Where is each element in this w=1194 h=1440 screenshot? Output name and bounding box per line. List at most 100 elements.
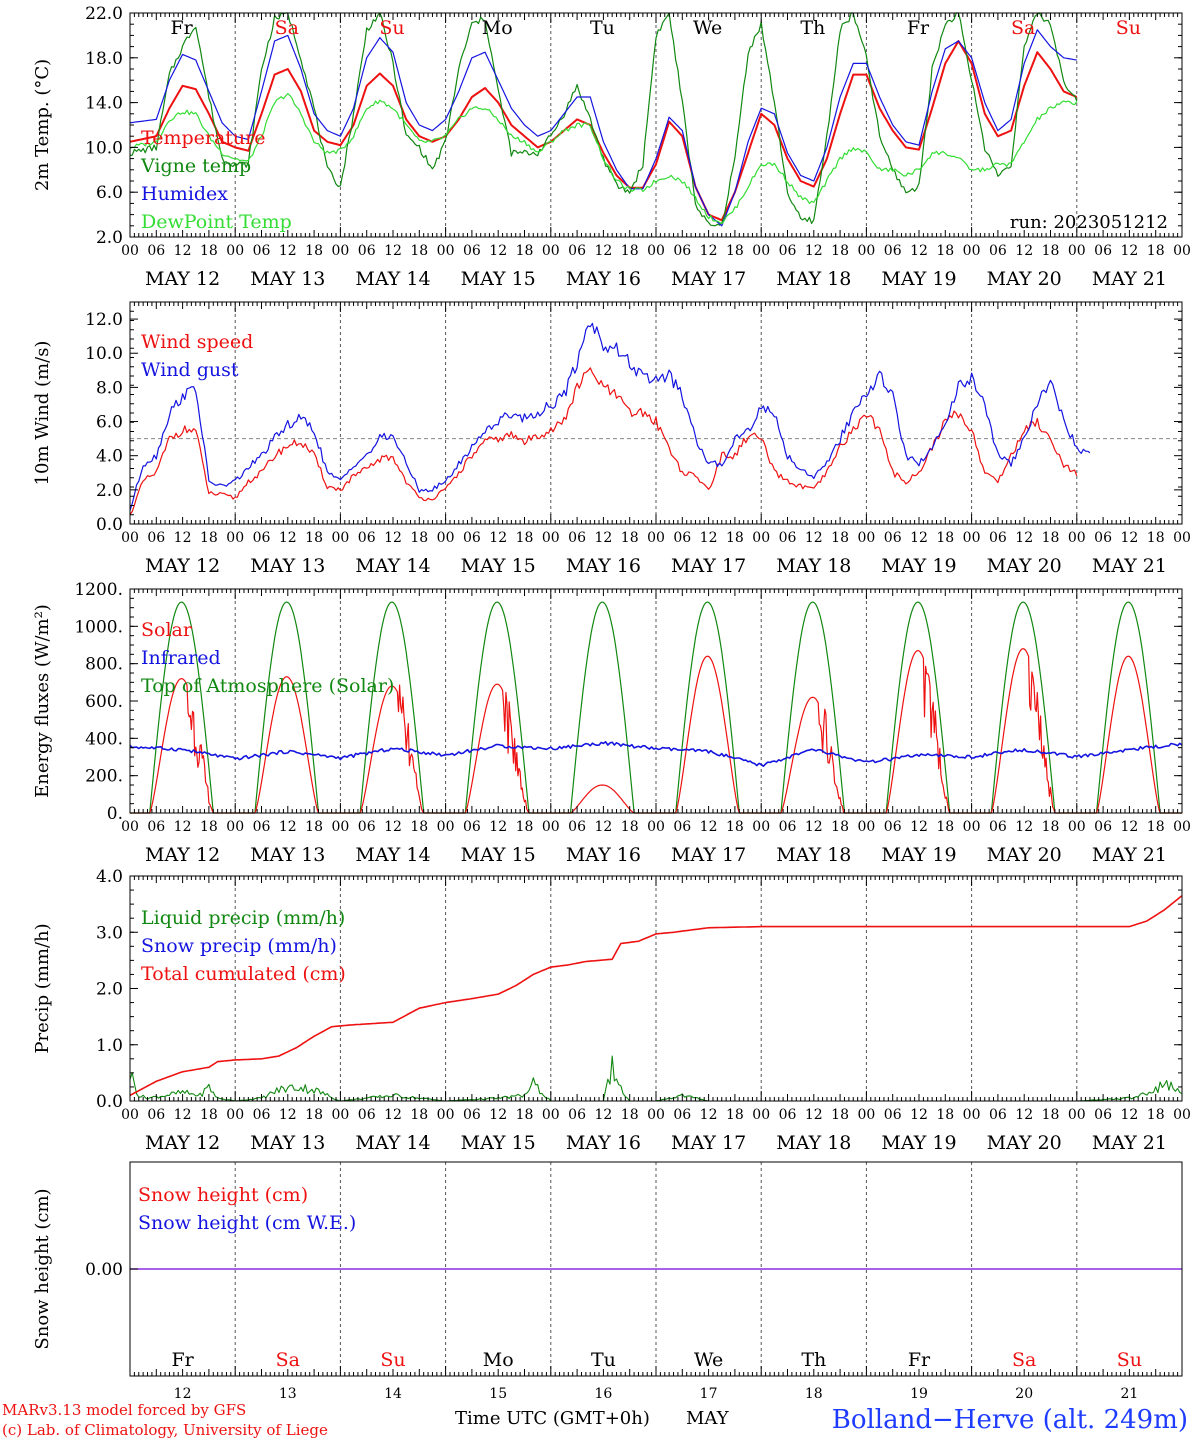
hour-tick-label: 18 (726, 1107, 744, 1123)
y-tick-label: 6.0 (96, 413, 123, 433)
hour-tick-label: 12 (489, 819, 507, 835)
date-label: MAY 21 (1092, 555, 1167, 577)
hour-tick-label: 18 (410, 243, 428, 259)
hour-tick-label: 12 (279, 1107, 297, 1123)
legend-entry: Solar (141, 619, 193, 641)
hour-tick-label: 00 (121, 819, 139, 835)
day-number-label: 16 (594, 1386, 612, 1402)
hour-tick-label: 12 (1015, 1107, 1033, 1123)
hour-tick-label: 00 (437, 243, 455, 259)
hour-tick-label: 12 (174, 243, 192, 259)
hour-tick-label: 06 (147, 243, 165, 259)
hour-tick-label: 06 (1094, 530, 1112, 546)
station-label: Bolland−Herve (alt. 249m) (832, 1405, 1188, 1435)
axes-layer (129, 12, 1183, 1377)
hour-tick-label: 00 (857, 530, 875, 546)
date-label: MAY 15 (461, 844, 536, 866)
series-line-infrared (129, 741, 1183, 767)
y-axis-label: 10m Wind (m/s) (32, 341, 53, 486)
hour-tick-label: 12 (1120, 530, 1138, 546)
hour-tick-label: 18 (936, 819, 954, 835)
credit-line-1: MARv3.13 model forced by GFS (2, 1401, 246, 1419)
hour-tick-label: 12 (1015, 819, 1033, 835)
date-label: MAY 16 (566, 1132, 641, 1154)
legend-entry: Wind gust (141, 359, 239, 381)
hour-tick-label: 12 (594, 530, 612, 546)
date-label: MAY 13 (250, 1132, 325, 1154)
weekday-label: Su (379, 17, 404, 39)
hour-tick-label: 00 (647, 819, 665, 835)
hour-tick-label: 06 (253, 819, 271, 835)
hour-tick-label: 12 (805, 530, 823, 546)
day-number-label: 21 (1120, 1386, 1138, 1402)
date-label: MAY 17 (671, 555, 746, 577)
hour-tick-label: 00 (542, 530, 560, 546)
date-label: MAY 17 (671, 268, 746, 290)
date-label: MAY 12 (145, 844, 220, 866)
hour-tick-label: 12 (805, 1107, 823, 1123)
hour-tick-label: 06 (463, 530, 481, 546)
hour-tick-label: 00 (857, 1107, 875, 1123)
weekday-label: Th (801, 1349, 826, 1371)
hour-tick-label: 00 (1068, 530, 1086, 546)
legend-entry: Total cumulated (cm) (141, 963, 346, 985)
hour-tick-label: 00 (226, 530, 244, 546)
hour-tick-label: 06 (358, 819, 376, 835)
date-label: MAY 14 (355, 844, 430, 866)
day-number-label: 15 (489, 1386, 507, 1402)
text-layer: run: 2023051212 MARv3.13 model forced by… (2, 4, 1191, 1439)
hour-tick-label: 00 (963, 819, 981, 835)
date-label: MAY 19 (881, 268, 956, 290)
weekday-label: Tu (591, 1349, 616, 1371)
date-label: MAY 15 (461, 1132, 536, 1154)
hour-tick-label: 00 (963, 530, 981, 546)
date-label: MAY 18 (776, 555, 851, 577)
date-label: MAY 20 (987, 268, 1062, 290)
hour-tick-label: 12 (700, 243, 718, 259)
y-tick-label: 0.0 (96, 1092, 123, 1112)
weekday-label: We (694, 1349, 723, 1371)
hour-tick-label: 06 (989, 1107, 1007, 1123)
date-label: MAY 20 (987, 1132, 1062, 1154)
y-tick-label: 10.0 (85, 344, 123, 364)
day-number-label: 20 (1015, 1386, 1033, 1402)
hour-tick-label: 12 (700, 530, 718, 546)
date-label: MAY 13 (250, 555, 325, 577)
hour-tick-label: 00 (542, 1107, 560, 1123)
hour-tick-label: 06 (568, 1107, 586, 1123)
hour-tick-label: 12 (910, 530, 928, 546)
hour-tick-label: 00 (226, 243, 244, 259)
y-tick-label: 2.0 (96, 228, 123, 248)
y-tick-label: 400. (85, 729, 123, 749)
hour-tick-label: 06 (884, 530, 902, 546)
hour-tick-label: 12 (1120, 1107, 1138, 1123)
hour-tick-label: 00 (1068, 243, 1086, 259)
hour-tick-label: 18 (936, 1107, 954, 1123)
date-label: MAY 18 (776, 1132, 851, 1154)
month-label: MAY (686, 1408, 730, 1429)
y-tick-label: 2.0 (96, 481, 123, 501)
date-label: MAY 17 (671, 844, 746, 866)
hour-tick-label: 18 (1042, 243, 1060, 259)
weekday-label: Sa (276, 1349, 300, 1371)
series-line-temperature (129, 40, 1078, 222)
hour-tick-label: 00 (121, 530, 139, 546)
hour-tick-label: 12 (1015, 243, 1033, 259)
hour-tick-label: 00 (1173, 243, 1191, 259)
hour-tick-label: 06 (358, 530, 376, 546)
weekday-label: Fr (907, 17, 930, 39)
hour-tick-label: 12 (174, 819, 192, 835)
date-label: MAY 14 (355, 555, 430, 577)
weekday-label: Fr (171, 1349, 194, 1371)
hour-tick-label: 12 (384, 1107, 402, 1123)
hour-tick-label: 00 (331, 1107, 349, 1123)
hour-tick-label: 06 (673, 243, 691, 259)
y-axis-label: Energy fluxes (W/m²) (32, 604, 53, 798)
hour-tick-label: 06 (568, 243, 586, 259)
hour-tick-label: 00 (331, 530, 349, 546)
hour-tick-label: 18 (516, 243, 534, 259)
hour-tick-label: 12 (279, 243, 297, 259)
y-tick-label: 1000. (74, 617, 123, 637)
hour-tick-label: 06 (147, 1107, 165, 1123)
y-tick-label: 6.0 (96, 183, 123, 203)
